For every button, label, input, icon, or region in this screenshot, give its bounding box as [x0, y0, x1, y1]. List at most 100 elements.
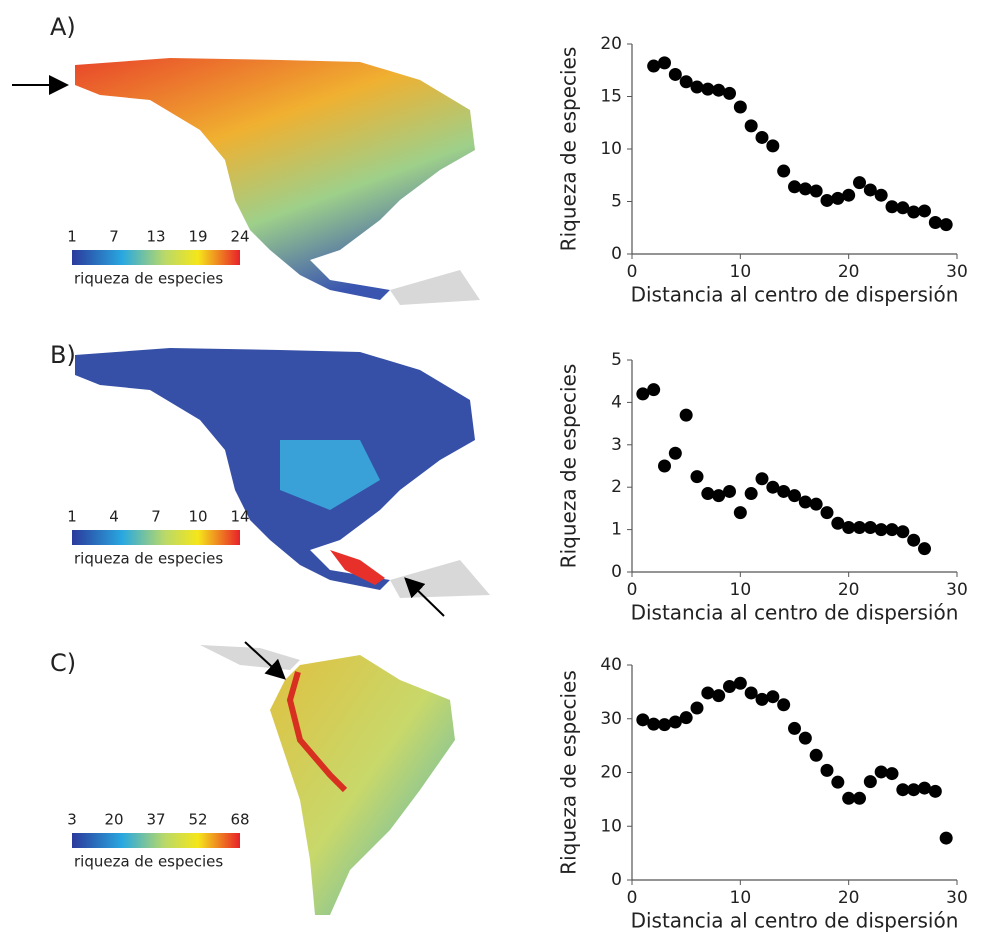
- point: [831, 516, 845, 530]
- point: [820, 193, 834, 207]
- y-tick-label: 0: [611, 244, 622, 264]
- point: [918, 204, 931, 218]
- point: [788, 721, 801, 735]
- x-axis-title: Distancia al centro de dispersión: [631, 601, 959, 625]
- point: [842, 791, 856, 805]
- y-tick-label: 10: [600, 816, 622, 836]
- colorbar-tick-label: 19: [188, 228, 207, 246]
- panel-label: C): [50, 649, 76, 677]
- point: [690, 701, 704, 715]
- point: [766, 139, 780, 153]
- point: [863, 183, 877, 197]
- y-axis-title: Riqueza de especies: [557, 670, 581, 875]
- point: [723, 484, 736, 498]
- point: [939, 218, 953, 232]
- point: [907, 783, 921, 797]
- point: [658, 718, 671, 732]
- point: [820, 763, 834, 777]
- y-tick-label: 20: [600, 34, 622, 54]
- colorbar-tick-label: 14: [230, 508, 249, 526]
- point: [885, 200, 899, 214]
- point: [636, 387, 650, 401]
- point: [885, 767, 899, 781]
- point: [733, 676, 747, 690]
- point: [831, 191, 845, 205]
- point: [679, 408, 693, 422]
- point: [658, 56, 671, 70]
- x-tick-label: 20: [838, 262, 860, 282]
- point: [853, 520, 866, 534]
- point: [733, 100, 747, 114]
- point: [896, 783, 910, 797]
- x-tick-label: 20: [838, 888, 860, 908]
- point: [907, 205, 921, 219]
- point: [755, 472, 769, 486]
- point: [755, 130, 769, 144]
- colorbar-tick-label: 7: [109, 228, 119, 246]
- colorbar-tick-label: 4: [109, 508, 119, 526]
- colorbar-label: riqueza de especies: [74, 270, 223, 288]
- point: [668, 67, 682, 81]
- x-tick-label: 20: [838, 580, 860, 600]
- point: [842, 520, 856, 534]
- point: [723, 86, 736, 100]
- point: [744, 487, 758, 501]
- colorbar-tick-label: 24: [230, 228, 249, 246]
- point: [744, 119, 758, 133]
- point: [679, 75, 693, 89]
- colorbar-label: riqueza de especies: [74, 853, 223, 871]
- colorbar-tick-label: 37: [146, 811, 165, 829]
- y-tick-label: 20: [600, 763, 622, 783]
- point: [918, 542, 931, 556]
- colorbar-tick-label: 13: [146, 228, 165, 246]
- point: [723, 680, 736, 693]
- colorbar-tick-label: 7: [151, 508, 161, 526]
- point: [668, 446, 682, 460]
- point: [788, 180, 801, 194]
- x-tick-label: 30: [946, 262, 968, 282]
- x-tick-label: 0: [627, 888, 638, 908]
- point: [928, 784, 942, 798]
- point: [766, 690, 780, 704]
- point: [658, 459, 671, 473]
- colorbar-tick-label: 1: [67, 508, 77, 526]
- point: [907, 533, 921, 547]
- y-tick-label: 5: [611, 192, 622, 212]
- colorbar: [72, 833, 240, 848]
- point: [874, 188, 888, 202]
- y-tick-label: 10: [600, 139, 622, 159]
- point: [690, 470, 704, 484]
- colorbar: [72, 530, 240, 545]
- x-tick-label: 0: [627, 262, 638, 282]
- point: [798, 182, 812, 196]
- point: [668, 715, 682, 729]
- point: [809, 497, 823, 511]
- x-tick-label: 10: [730, 580, 752, 600]
- x-axis-title: Distancia al centro de dispersión: [631, 283, 959, 307]
- y-tick-label: 0: [611, 562, 622, 582]
- x-tick-label: 30: [946, 888, 968, 908]
- y-tick-label: 5: [611, 350, 622, 370]
- point: [885, 523, 899, 537]
- point: [798, 731, 812, 745]
- point: [842, 188, 856, 202]
- x-tick-label: 10: [730, 888, 752, 908]
- point: [647, 717, 661, 731]
- point: [712, 83, 726, 97]
- point: [863, 775, 877, 789]
- point: [874, 765, 888, 779]
- map-a: [75, 58, 480, 305]
- y-axis-title: Riqueza de especies: [557, 47, 581, 252]
- point: [701, 487, 715, 501]
- point: [636, 713, 650, 727]
- point: [928, 216, 942, 229]
- point: [690, 80, 704, 94]
- arrow: [404, 577, 445, 617]
- colorbar-tick-label: 52: [188, 811, 207, 829]
- colorbar-tick-label: 10: [188, 508, 207, 526]
- panel-label: A): [50, 13, 76, 41]
- point: [712, 689, 726, 703]
- x-axis-title: Distancia al centro de dispersión: [631, 909, 959, 933]
- y-axis-title: Riqueza de especies: [557, 364, 581, 569]
- point: [766, 480, 780, 494]
